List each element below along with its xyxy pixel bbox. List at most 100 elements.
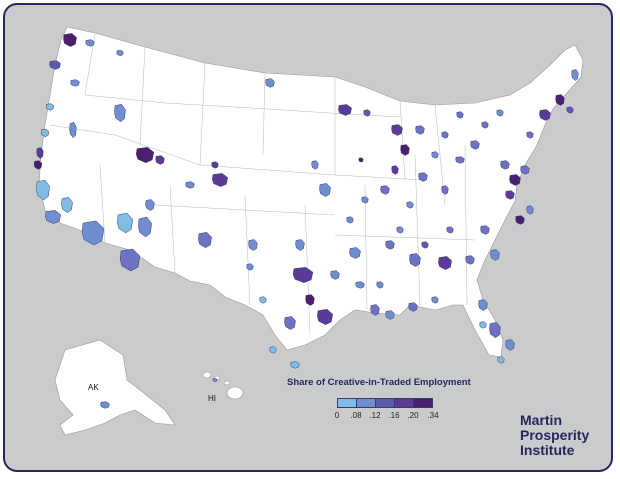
metro-region <box>36 179 50 201</box>
metro-region <box>497 356 505 364</box>
metro-region <box>376 281 384 289</box>
metro-region <box>438 256 452 270</box>
metro-region <box>370 304 380 316</box>
metro-region <box>555 94 565 106</box>
metro-region <box>409 253 421 267</box>
metro-region <box>489 322 501 339</box>
metro-region <box>418 172 428 182</box>
metro-region <box>431 151 439 159</box>
metro-region <box>138 216 152 238</box>
hawaii <box>202 371 244 400</box>
metro-region <box>385 310 395 320</box>
metro-region <box>338 104 352 116</box>
metro-region <box>358 157 364 163</box>
legend-tick: .12 <box>369 411 381 420</box>
legend-swatch-5 <box>413 398 433 408</box>
metro-region <box>441 131 449 139</box>
metro-region <box>100 401 110 409</box>
martin-prosperity-logo: Martin Prosperity Institute <box>520 413 589 458</box>
metro-region <box>431 296 439 304</box>
metro-region <box>385 240 395 250</box>
metro-region <box>465 255 475 265</box>
metro-region <box>446 226 454 234</box>
metro-region <box>355 281 365 289</box>
metro-region <box>490 249 500 261</box>
metro-region <box>317 309 333 325</box>
metro-region <box>40 128 50 138</box>
metro-region <box>456 111 464 119</box>
metro-region <box>480 225 490 235</box>
alaska <box>54 339 176 436</box>
metro-region <box>311 160 319 170</box>
metro-region <box>566 106 574 114</box>
legend-tick: 0 <box>334 411 340 420</box>
metro-region <box>292 267 314 283</box>
metro-region <box>349 247 361 259</box>
metro-region <box>346 216 354 224</box>
metro-region <box>246 263 254 271</box>
metro-region <box>408 302 418 312</box>
legend: Share of Creative-in-Traded Employment 0… <box>287 377 517 423</box>
metro-region <box>571 69 579 81</box>
legend-tick: .08 <box>350 411 362 420</box>
metro-region <box>526 205 534 215</box>
legend-title: Share of Creative-in-Traded Employment <box>287 377 471 388</box>
metro-region <box>481 121 489 129</box>
metro-region <box>330 270 340 280</box>
metro-region <box>49 60 61 70</box>
metro-region <box>415 125 425 135</box>
metro-region <box>155 155 165 165</box>
metro-region <box>45 210 61 224</box>
metro-region <box>117 212 133 234</box>
metro-region <box>455 156 465 164</box>
metro-region <box>211 161 219 169</box>
metro-region <box>396 226 404 234</box>
metro-region <box>116 50 124 57</box>
metro-region <box>380 185 390 195</box>
legend-swatches <box>337 398 517 408</box>
metro-region <box>478 299 488 311</box>
metro-region <box>45 103 55 111</box>
logo-line-2: Prosperity <box>520 427 590 443</box>
metro-region <box>119 248 141 272</box>
metro-region <box>135 147 155 163</box>
metro-region <box>269 346 277 354</box>
metro-region <box>185 181 195 189</box>
metro-region <box>70 79 80 87</box>
metro-region <box>265 78 275 88</box>
metro-region <box>539 109 551 121</box>
metro-region <box>479 321 487 329</box>
legend-ticks: 0 .08 .12 .16 .20 .34 <box>334 411 517 423</box>
map-frame: AK HI Share of Creative-in-Traded Employ… <box>3 3 613 472</box>
legend-swatch-1 <box>337 398 357 408</box>
metro-region <box>505 339 515 351</box>
metro-region <box>526 131 534 139</box>
metro-region <box>33 160 43 170</box>
legend-swatch-3 <box>375 398 395 408</box>
state-lines <box>49 32 476 336</box>
us-metro-map <box>33 26 584 436</box>
continental-us <box>38 26 584 358</box>
legend-tick: .20 <box>407 411 419 420</box>
legend-tick: .34 <box>427 411 439 420</box>
metro-region <box>509 174 521 186</box>
metro-region <box>145 199 155 211</box>
metro-region <box>212 173 228 187</box>
metro-region <box>441 185 449 195</box>
metro-region <box>295 239 305 251</box>
metro-region <box>520 165 530 175</box>
metro-region <box>63 33 77 47</box>
metro-region <box>361 196 369 204</box>
logo-line-1: Martin <box>520 412 562 428</box>
metro-region <box>319 183 331 197</box>
legend-swatch-2 <box>356 398 376 408</box>
metro-region <box>505 190 515 200</box>
hawaii-label: HI <box>208 394 216 403</box>
metro-region <box>61 197 73 214</box>
metro-region <box>391 124 403 136</box>
metro-region <box>500 160 510 170</box>
metro-region <box>305 294 315 306</box>
metro-region <box>391 165 399 175</box>
metro-region <box>114 103 126 123</box>
metro-region <box>470 140 480 150</box>
